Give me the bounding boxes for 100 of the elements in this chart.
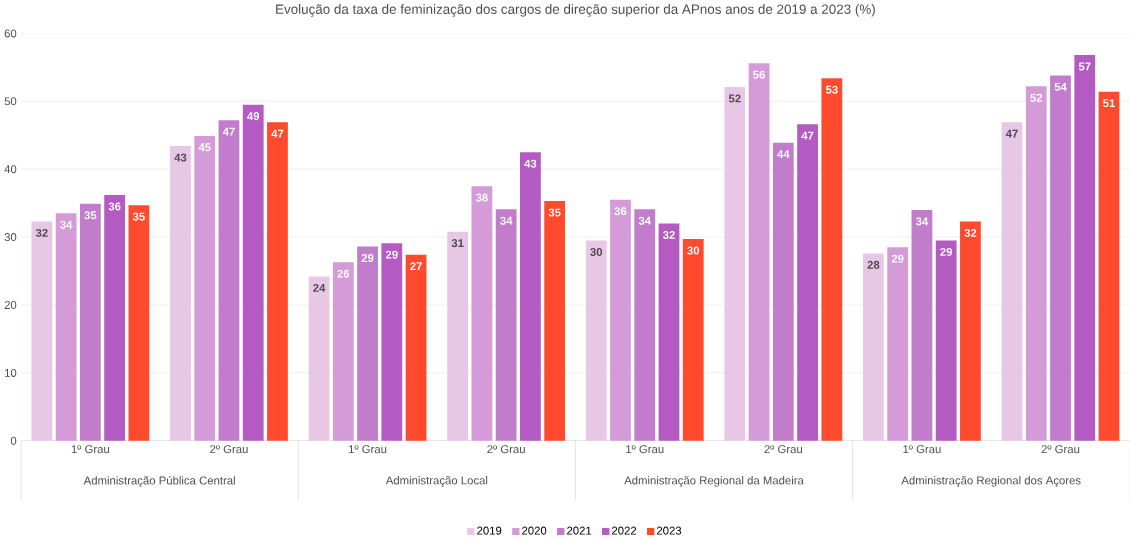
text: Administração Regional da Madeira bbox=[624, 476, 804, 487]
bar bbox=[218, 120, 240, 442]
bar bbox=[267, 122, 288, 442]
bar bbox=[471, 186, 493, 442]
bar bbox=[797, 124, 818, 442]
data-label: 31 bbox=[451, 239, 464, 248]
data-label: 30 bbox=[590, 248, 603, 257]
data-label: 34 bbox=[915, 217, 929, 226]
bar bbox=[911, 210, 933, 442]
bar bbox=[104, 195, 126, 442]
data-label: 34 bbox=[638, 216, 651, 225]
legend-label: 2020 bbox=[522, 526, 547, 535]
data-label: 29 bbox=[361, 254, 374, 263]
bar bbox=[170, 146, 191, 442]
bar bbox=[79, 204, 101, 442]
x-tick-label: 1º Grau bbox=[626, 445, 664, 454]
bar bbox=[308, 276, 330, 442]
bar bbox=[821, 78, 843, 442]
legend-label: 2023 bbox=[656, 526, 682, 535]
bar bbox=[1098, 92, 1120, 442]
data-label: 35 bbox=[84, 211, 97, 220]
data-label: 29 bbox=[891, 254, 904, 263]
x-tick-label: 1º Grau bbox=[903, 445, 941, 454]
bar bbox=[724, 87, 746, 442]
bar bbox=[381, 243, 403, 442]
bar bbox=[935, 240, 957, 442]
data-label: 47 bbox=[222, 127, 235, 136]
x-tick-label: 2º Grau bbox=[764, 445, 802, 454]
data-label: 32 bbox=[662, 231, 675, 240]
data-label: 45 bbox=[198, 143, 211, 152]
chart-title: Evolução da taxa de feminização dos cargos de direção superior da APnos anos de 2019 a 2023 (%) bbox=[276, 4, 875, 17]
bar bbox=[585, 240, 607, 442]
x-tick-label: 1º Grau bbox=[349, 445, 387, 454]
data-label: 36 bbox=[614, 207, 627, 216]
data-label: 49 bbox=[247, 112, 260, 121]
data-label: 47 bbox=[801, 132, 814, 140]
legend-label: 2021 bbox=[567, 526, 592, 535]
bar bbox=[520, 152, 541, 442]
data-label: 28 bbox=[867, 261, 880, 270]
bar bbox=[887, 247, 909, 442]
y-tick-label: 20 bbox=[4, 301, 17, 310]
y-tick-label: 30 bbox=[4, 233, 17, 242]
bar bbox=[332, 262, 354, 442]
bar bbox=[128, 205, 150, 442]
data-label: 53 bbox=[825, 85, 838, 94]
bar bbox=[194, 136, 216, 442]
bar bbox=[960, 221, 981, 442]
bar bbox=[55, 213, 77, 442]
data-label: 29 bbox=[940, 248, 953, 257]
legend-label: 2022 bbox=[612, 526, 637, 535]
data-label: 47 bbox=[271, 130, 284, 138]
bar bbox=[682, 239, 704, 442]
data-label: 35 bbox=[132, 212, 145, 221]
x-tick-label: 2º Grau bbox=[487, 445, 525, 454]
data-label: 51 bbox=[1103, 99, 1115, 108]
bar bbox=[1050, 75, 1071, 442]
bar bbox=[748, 63, 770, 442]
data-label: 35 bbox=[548, 208, 561, 217]
data-label: 56 bbox=[753, 70, 765, 79]
data-label: 24 bbox=[313, 284, 326, 293]
bar bbox=[634, 209, 656, 442]
data-label: 36 bbox=[108, 202, 121, 211]
y-tick-label: 50 bbox=[4, 97, 17, 106]
x-tick-label: 2º Grau bbox=[210, 445, 248, 454]
bar bbox=[658, 223, 680, 442]
data-label: 29 bbox=[385, 250, 398, 259]
data-label: 47 bbox=[1005, 130, 1018, 138]
data-label: 32 bbox=[35, 229, 48, 238]
y-tick-label: 10 bbox=[4, 369, 17, 378]
bar bbox=[544, 201, 566, 442]
data-label: 27 bbox=[410, 262, 422, 271]
bar bbox=[405, 254, 427, 442]
data-label: 26 bbox=[337, 269, 350, 278]
data-label: 44 bbox=[777, 150, 790, 159]
bar bbox=[242, 104, 264, 442]
text: Administração Regional dos Açores bbox=[901, 476, 1081, 487]
bar bbox=[495, 209, 517, 442]
y-tick-label: 40 bbox=[4, 165, 17, 174]
text: Administração Pública Central bbox=[83, 476, 235, 488]
bar bbox=[772, 142, 794, 442]
bar bbox=[31, 221, 53, 442]
bar bbox=[1074, 55, 1096, 442]
legend-label: 2019 bbox=[477, 526, 502, 535]
x-tick-label: 2º Grau bbox=[1041, 445, 1080, 454]
data-label: 43 bbox=[524, 159, 537, 168]
data-label: 34 bbox=[500, 216, 513, 225]
data-label: 54 bbox=[1054, 83, 1067, 92]
x-tick-label: 1º Grau bbox=[71, 445, 110, 454]
bar bbox=[447, 231, 469, 442]
data-label: 32 bbox=[964, 229, 977, 238]
bar bbox=[610, 199, 631, 442]
bar bbox=[1025, 86, 1047, 442]
data-label: 57 bbox=[1078, 62, 1091, 71]
data-label: 43 bbox=[174, 153, 187, 162]
bar bbox=[863, 253, 884, 442]
data-label: 34 bbox=[60, 221, 73, 230]
data-label: 52 bbox=[1030, 94, 1043, 103]
bar bbox=[357, 246, 378, 442]
data-label: 38 bbox=[475, 193, 488, 202]
data-label: 30 bbox=[687, 246, 700, 255]
